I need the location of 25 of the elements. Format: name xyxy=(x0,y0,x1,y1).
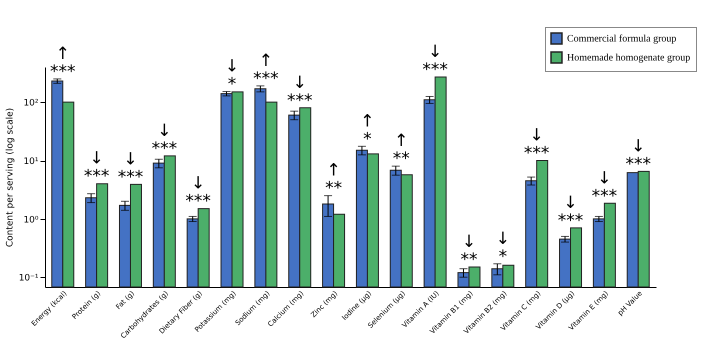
annotation: ↓ *** xyxy=(118,149,144,188)
annotation: ↑ ** xyxy=(325,160,342,199)
annotation: ↓ *** xyxy=(524,126,550,164)
y-axis-title: Content per serving (log scale) xyxy=(6,108,16,248)
y-tick-label: 10² xyxy=(23,98,39,109)
annotation: ↑ ** xyxy=(392,131,410,170)
annotation: ↓ *** xyxy=(558,192,584,231)
annotation: ↑ * xyxy=(360,111,375,150)
annotation: ↓ *** xyxy=(625,136,651,174)
legend-label: Homemade homogenate group xyxy=(567,52,690,64)
legend-label: Commercial formula group xyxy=(567,34,676,44)
annotation: ↓ *** xyxy=(152,120,178,159)
annotation: ↓ *** xyxy=(84,148,110,187)
y-tick-label: 10⁻¹ xyxy=(18,274,39,284)
annotation: ↓ *** xyxy=(185,174,211,212)
annotation: ↑ *** xyxy=(253,50,279,89)
annotation: ↓ * xyxy=(224,56,240,95)
annotation: ↓ *** xyxy=(286,72,312,111)
annotation: ↓ *** xyxy=(592,168,618,206)
annotation: ↑ *** xyxy=(50,44,76,82)
annotation: ↓ *** xyxy=(422,42,448,80)
annotation: ↓ * xyxy=(496,228,510,267)
y-tick-label: 10⁰ xyxy=(23,215,39,226)
y-tick-label: 10¹ xyxy=(23,157,39,167)
annotation: ↓ ** xyxy=(460,232,478,270)
